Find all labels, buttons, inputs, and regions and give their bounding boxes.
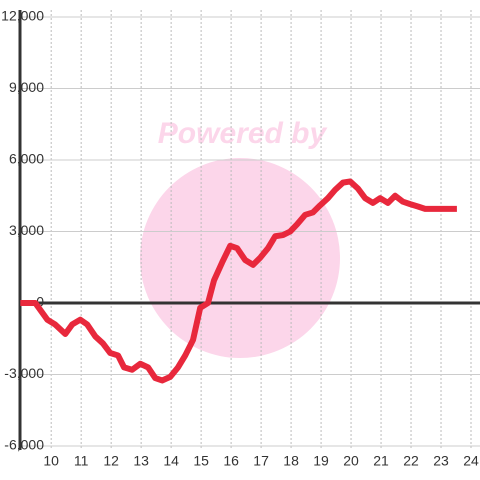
y-tick-label: 9,000 [9,79,44,95]
x-tick-label: 14 [163,453,179,469]
x-tick-label: 10 [43,453,59,469]
x-tick-label: 22 [403,453,419,469]
y-tick-label: 3,000 [9,222,44,238]
x-tick-label: 17 [253,453,269,469]
x-tick-label: 12 [103,453,119,469]
x-tick-label: 18 [283,453,299,469]
y-tick-label: -6,000 [4,437,44,453]
x-tick-label: 19 [313,453,329,469]
x-tick-label: 24 [463,453,479,469]
x-tick-label: 20 [343,453,359,469]
watermark-logo [140,158,340,358]
x-tick-label: 21 [373,453,389,469]
x-tick-label: 23 [433,453,449,469]
line-series [20,178,457,384]
y-tick-label: 6,000 [9,151,44,167]
y-tick-label: -3,000 [4,365,44,381]
y-tick-label: 12,000 [1,8,44,24]
x-tick-label: 16 [223,453,239,469]
x-tick-label: 13 [133,453,149,469]
x-tick-label: 11 [74,453,89,469]
x-tick-label: 15 [193,453,209,469]
watermark-text: Powered by [158,117,328,150]
